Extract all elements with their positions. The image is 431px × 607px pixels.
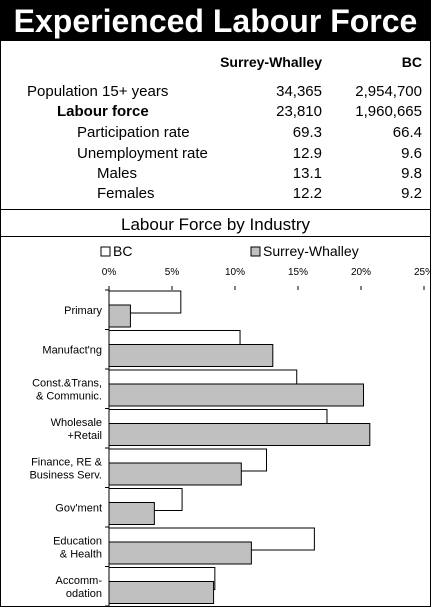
category-label: Wholesale xyxy=(51,417,102,429)
category-label: Accomm- xyxy=(56,575,103,587)
x-tick-label: 0% xyxy=(102,267,117,278)
legend-swatch xyxy=(100,246,111,257)
stats-value-bc: 9.8 xyxy=(401,165,422,182)
category-label: Const.&Trans, xyxy=(32,378,102,390)
stats-table: Surrey-Whalley BC Population 15+ years 34… xyxy=(1,41,430,209)
stats-value-bc: 9.6 xyxy=(401,145,422,162)
category-label: & Communic. xyxy=(36,391,102,403)
category-label: +Retail xyxy=(67,430,102,442)
x-tick-label: 25% xyxy=(414,267,430,278)
stats-row-label: Males xyxy=(97,165,138,182)
col-header-bc: BC xyxy=(401,54,422,70)
stats-value-bc: 9.2 xyxy=(401,185,422,202)
stats-row-label: Females xyxy=(97,185,155,202)
bar-surrey-whalley xyxy=(108,304,131,328)
category-label: odation xyxy=(66,588,102,600)
stats-row-label: Labour force xyxy=(57,103,149,120)
legend-label: Surrey-Whalley xyxy=(263,243,359,259)
category-label: & Health xyxy=(60,549,102,561)
stats-row-label: Unemployment rate xyxy=(77,145,208,162)
col-header-surrey-whalley: Surrey-Whalley xyxy=(220,54,322,70)
stats-row: Males 13.1 9.8 xyxy=(1,164,430,184)
bar-surrey-whalley xyxy=(108,423,371,446)
category-label: Manufact'ng xyxy=(42,345,102,357)
category-label: Gov'ment xyxy=(55,503,102,515)
divider xyxy=(1,236,430,237)
stats-value-bc: 2,954,700 xyxy=(355,83,422,100)
x-tick-label: 10% xyxy=(225,267,245,278)
x-tick-label: 15% xyxy=(288,267,308,278)
stats-row-label: Population 15+ years xyxy=(27,83,169,100)
stats-row: Population 15+ years 34,365 2,954,700 xyxy=(1,82,430,102)
page-title: Experienced Labour Force xyxy=(1,1,430,41)
stats-value-surrey-whalley: 23,810 xyxy=(276,103,322,120)
bar-surrey-whalley xyxy=(108,502,155,525)
category-label: Primary xyxy=(64,305,102,317)
stats-value-surrey-whalley: 69.3 xyxy=(292,124,322,141)
bar-surrey-whalley xyxy=(108,581,215,604)
bar-surrey-whalley xyxy=(108,462,242,486)
stats-header-row: Surrey-Whalley BC xyxy=(1,52,430,72)
bar-surrey-whalley xyxy=(108,344,274,367)
category-label: Business Serv. xyxy=(29,470,102,482)
bar-surrey-whalley xyxy=(108,541,252,565)
chart-title: Labour Force by Industry xyxy=(121,215,310,234)
stats-row-label: Participation rate xyxy=(77,124,190,141)
stats-value-surrey-whalley: 34,365 xyxy=(276,83,322,100)
legend-swatch xyxy=(250,246,261,257)
stats-row: Labour force 23,810 1,960,665 xyxy=(1,102,430,122)
stats-row: Unemployment rate 12.9 9.6 xyxy=(1,144,430,164)
x-tick-label: 5% xyxy=(165,267,180,278)
bar-surrey-whalley xyxy=(108,383,365,407)
x-tick-label: 20% xyxy=(351,267,371,278)
category-label: Finance, RE & xyxy=(31,457,103,469)
stats-value-bc: 66.4 xyxy=(392,124,422,141)
stats-value-surrey-whalley: 12.2 xyxy=(292,185,322,202)
category-label: Education xyxy=(53,536,102,548)
stats-value-surrey-whalley: 13.1 xyxy=(292,165,322,182)
stats-row: Females 12.2 9.2 xyxy=(1,184,430,204)
legend-label: BC xyxy=(113,243,132,259)
divider xyxy=(1,209,430,210)
stats-value-surrey-whalley: 12.9 xyxy=(292,145,322,162)
stats-value-bc: 1,960,665 xyxy=(355,103,422,120)
industry-bar-chart: BC Surrey-Whalley 0% 5% 10% 15% 20% 25% Primary M… xyxy=(29,243,430,606)
stats-row: Participation rate 69.3 66.4 xyxy=(1,123,430,143)
